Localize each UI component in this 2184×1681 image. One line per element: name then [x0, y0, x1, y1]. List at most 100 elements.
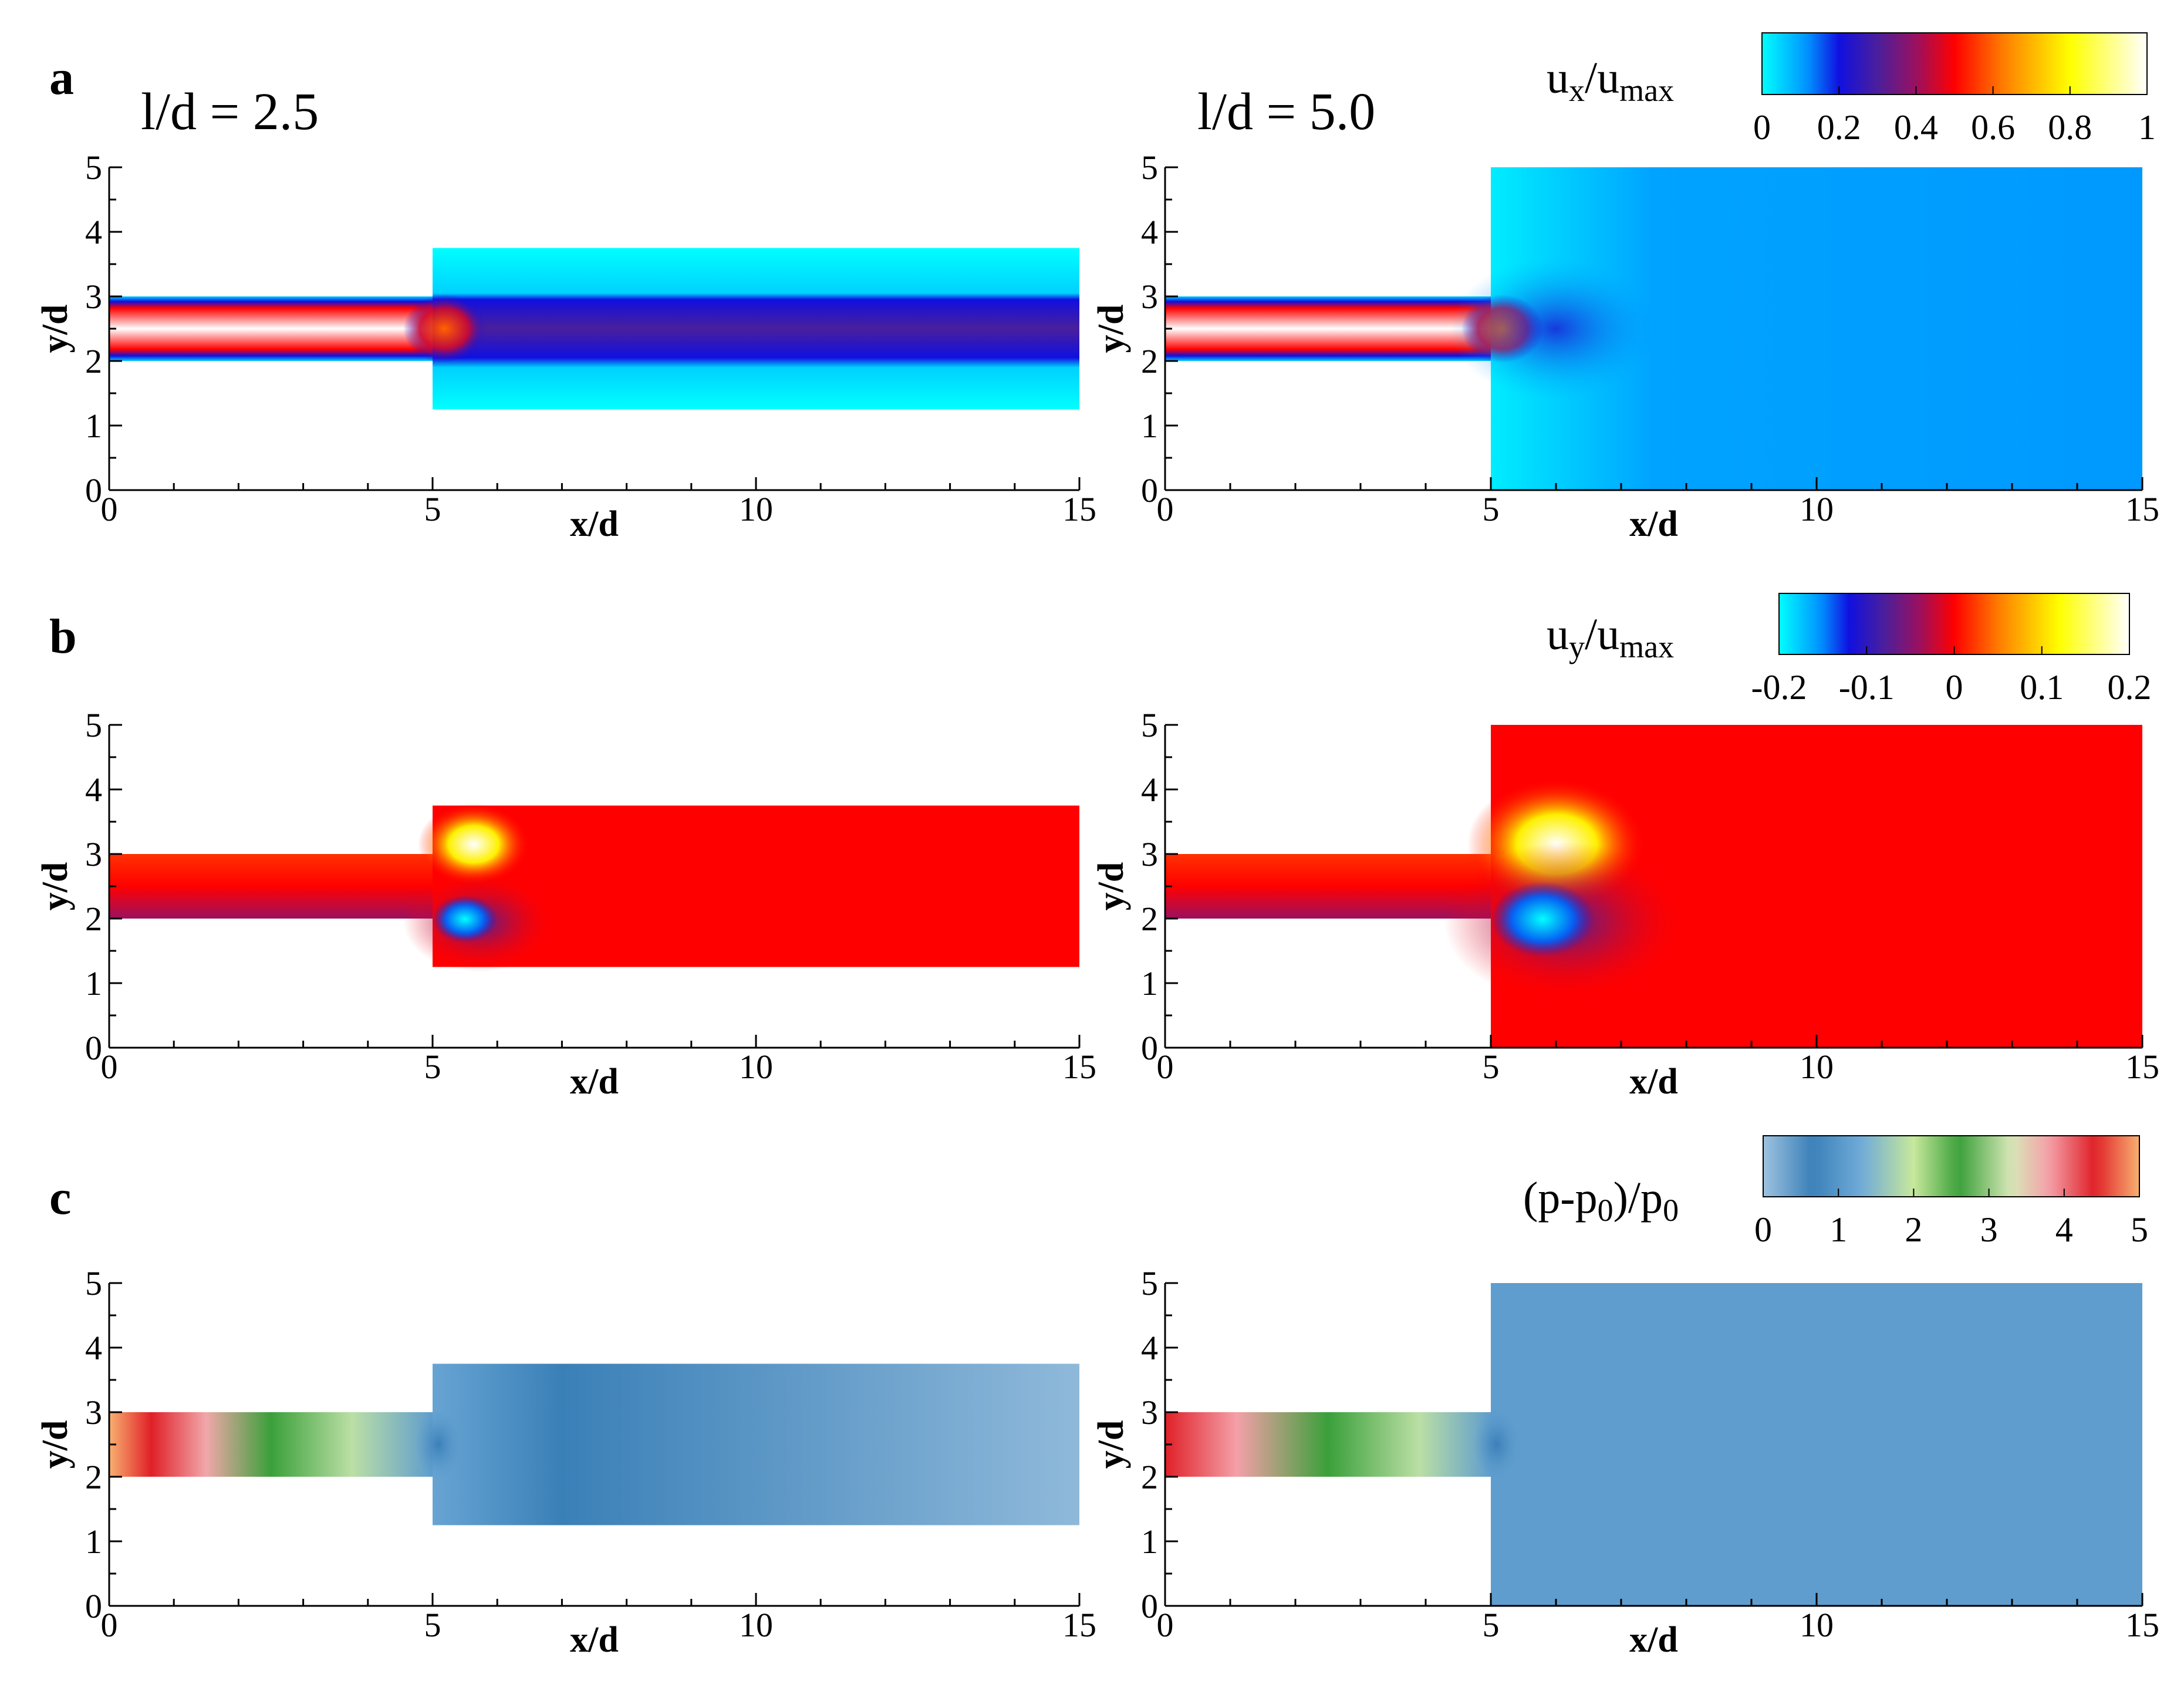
colorbar-tick-label: 0.4 — [1894, 108, 1938, 147]
panel-letter-b: b — [49, 609, 77, 664]
plot-ux-col1: 0 5 10 15 0 1 2 3 4 5 x/d y/d — [1091, 148, 2159, 544]
y-tick-label: 5 — [1141, 148, 1158, 187]
colorbar-tick-label: 0 — [1946, 668, 1963, 707]
x-axis-label: x/d — [1629, 1620, 1678, 1660]
plot-p-col1: 0 5 10 15 0 1 2 3 4 5 x/d y/d — [1091, 1264, 2159, 1660]
colorbar-tick-label: 0 — [1753, 108, 1771, 147]
colorbar-tick-label: 2 — [1905, 1210, 1922, 1249]
axes: 0 5 10 15 0 1 2 3 4 5 x/d y/d — [35, 1264, 1096, 1660]
lower-lobe — [1491, 882, 1594, 957]
colorbar-title-uy: uy/umax — [1547, 610, 1674, 664]
y-tick-label: 4 — [85, 771, 102, 809]
y-tick-label: 1 — [1141, 964, 1158, 1002]
colorbar-tick-label: 0.2 — [1817, 108, 1861, 147]
y-tick-label: 5 — [1141, 1264, 1158, 1302]
y-tick-label: 4 — [85, 213, 102, 251]
colorbar-p: 0 1 2 3 4 5 — [1754, 1135, 2148, 1249]
y-tick-label: 5 — [1141, 706, 1158, 744]
y-tick-label: 2 — [1141, 342, 1158, 380]
y-tick-label: 0 — [85, 1587, 102, 1625]
colorbar-tick-label: 3 — [1980, 1210, 1998, 1249]
y-tick-label: 2 — [1141, 900, 1158, 938]
x-tick-label: 5 — [424, 1606, 441, 1644]
x-tick-label: 10 — [739, 1048, 773, 1086]
colorbar-tick-label: 0.2 — [2108, 668, 2152, 707]
x-tick-label: 5 — [1483, 1606, 1500, 1644]
case-label-left: l/d = 2.5 — [141, 83, 319, 141]
inlet-field — [109, 854, 433, 919]
x-tick-label: 5 — [424, 1048, 441, 1086]
colorbar-tick-label: 0.1 — [2020, 668, 2064, 707]
y-tick-label: 2 — [1141, 1458, 1158, 1496]
y-axis-label: y/d — [35, 862, 75, 911]
y-tick-label: 1 — [85, 964, 102, 1002]
colorbar-tick-label: 0.6 — [1971, 108, 2015, 147]
inlet-jet — [109, 296, 433, 361]
y-tick-label: 4 — [1141, 213, 1158, 251]
panel-letter-a: a — [49, 50, 74, 105]
colorbar-gradient — [1778, 593, 2130, 655]
x-tick-label: 15 — [1062, 490, 1096, 528]
y-axis-label: y/d — [35, 1420, 75, 1469]
y-tick-label: 5 — [85, 1264, 102, 1302]
x-tick-label: 15 — [1062, 1606, 1096, 1644]
y-tick-label: 0 — [85, 1029, 102, 1067]
y-tick-label: 0 — [1141, 1029, 1158, 1067]
plot-ux-col0: 0 5 10 15 0 1 2 3 4 5 x/d y/d — [35, 148, 1096, 544]
x-axis-label: x/d — [1629, 504, 1678, 544]
case-label-right: l/d = 5.0 — [1197, 83, 1375, 141]
y-axis-label: y/d — [1091, 862, 1131, 911]
colorbar-uy: -0.2 -0.1 0 0.1 0.2 — [1751, 593, 2152, 707]
colorbar-ux: 0 0.2 0.4 0.6 0.8 1 — [1753, 32, 2156, 147]
x-axis-label: x/d — [570, 1062, 619, 1102]
y-tick-label: 0 — [85, 471, 102, 509]
y-tick-label: 3 — [1141, 278, 1158, 316]
colorbar-tick-label: 4 — [2055, 1210, 2073, 1249]
x-tick-label: 10 — [739, 490, 773, 528]
x-tick-label: 10 — [1800, 490, 1834, 528]
inlet-field — [1165, 1412, 1491, 1477]
colorbar-title-ux: ux/umax — [1547, 53, 1674, 108]
x-tick-label: 5 — [424, 490, 441, 528]
x-tick-label: 0 — [101, 1048, 118, 1086]
x-tick-label: 10 — [1800, 1048, 1834, 1086]
plot-uy-col1: 0 5 10 15 0 1 2 3 4 5 x/d y/d — [1091, 706, 2159, 1102]
inlet-field — [1165, 854, 1491, 919]
axes: 0 5 10 15 0 1 2 3 4 5 x/d y/d — [35, 148, 1096, 544]
x-tick-label: 15 — [2125, 490, 2159, 528]
y-tick-label: 3 — [85, 835, 102, 873]
axes: 0 5 10 15 0 1 2 3 4 5 x/d y/d — [35, 706, 1096, 1102]
colorbar-tick-label: 1 — [2138, 108, 2156, 147]
y-tick-label: 1 — [1141, 407, 1158, 445]
inlet-field — [109, 1412, 433, 1477]
x-tick-label: 0 — [1157, 1606, 1174, 1644]
y-tick-label: 3 — [1141, 1393, 1158, 1432]
x-tick-label: 0 — [101, 1606, 118, 1644]
y-tick-label: 2 — [85, 900, 102, 938]
x-axis-label: x/d — [570, 504, 619, 544]
y-tick-label: 4 — [85, 1329, 102, 1367]
colorbar-tick-label: 0 — [1754, 1210, 1772, 1249]
y-tick-label: 2 — [85, 1458, 102, 1496]
colorbar-tick-label: 1 — [1829, 1210, 1847, 1249]
axes: 0 5 10 15 0 1 2 3 4 5 x/d y/d — [1091, 1264, 2159, 1660]
y-tick-label: 0 — [1141, 1587, 1158, 1625]
jet-tip — [403, 295, 485, 363]
upper-lobe — [418, 803, 529, 886]
step-pressure — [1473, 1409, 1520, 1480]
y-tick-label: 1 — [1141, 1523, 1158, 1561]
x-axis-label: x/d — [570, 1620, 619, 1660]
y-tick-label: 1 — [85, 1523, 102, 1561]
colorbars: 0 0.2 0.4 0.6 0.8 1 -0.2 -0.1 0 0.1 0.2 0 1 2 3 4 5 — [1751, 32, 2156, 1249]
x-tick-label: 0 — [1157, 490, 1174, 528]
colorbar-tick-label: -0.2 — [1751, 668, 1807, 707]
x-tick-label: 5 — [1483, 1048, 1500, 1086]
x-tick-label: 5 — [1483, 490, 1500, 528]
y-tick-label: 2 — [85, 342, 102, 380]
plot-uy-col0: 0 5 10 15 0 1 2 3 4 5 x/d y/d — [35, 706, 1096, 1102]
colorbar-title-pressure: (p-p0)/p0 — [1523, 1173, 1679, 1228]
x-tick-label: 0 — [1157, 1048, 1174, 1086]
x-tick-label: 10 — [739, 1606, 773, 1644]
x-tick-label: 0 — [101, 490, 118, 528]
